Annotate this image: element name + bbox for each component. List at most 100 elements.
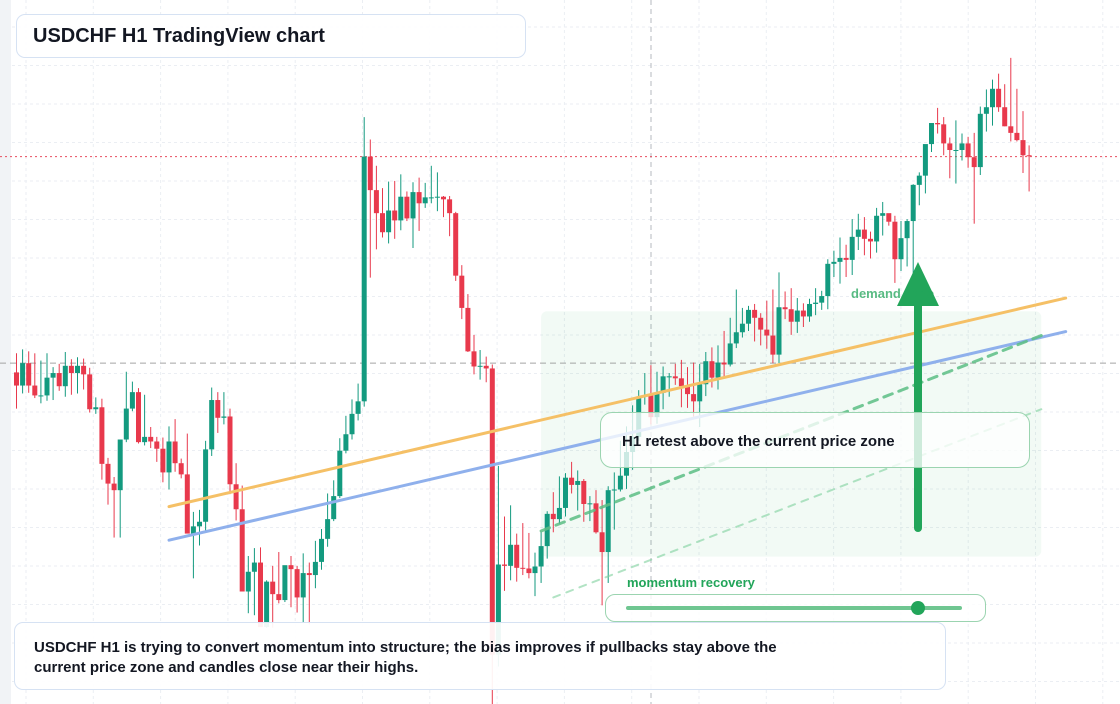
candle-body (26, 363, 32, 386)
candle-body (935, 123, 941, 125)
candle-body (38, 395, 44, 397)
candle-body (508, 544, 514, 566)
candle-body (14, 372, 19, 386)
title-panel: USDCHF H1 TradingView chart (16, 14, 526, 58)
candle-body (605, 490, 611, 553)
candle-body (1020, 140, 1026, 156)
candle-body (465, 307, 471, 352)
candle-body (434, 196, 440, 198)
candle-body (312, 561, 318, 576)
candle-body (721, 362, 727, 365)
candle-body (800, 310, 806, 317)
candle-body (282, 565, 288, 601)
candle-body (855, 229, 861, 237)
candle-body (184, 474, 190, 534)
candle-body (227, 416, 233, 485)
callout-panel: H1 retest above the current price zone (600, 412, 1030, 468)
demand-zone-label: demand zone (851, 286, 935, 301)
candle-body (672, 376, 678, 379)
candle-body (111, 483, 117, 491)
candle-body (617, 475, 623, 490)
momentum-track (626, 606, 962, 610)
candle-body (355, 401, 361, 414)
candle-body (697, 384, 703, 402)
candle-body (209, 400, 215, 450)
candle-body (483, 365, 489, 369)
candle-body (349, 413, 355, 435)
candle-body (758, 317, 764, 330)
candle-body (264, 581, 270, 628)
chart-title: USDCHF H1 TradingView chart (33, 25, 325, 47)
candle-body (337, 450, 343, 497)
candle-body (611, 489, 617, 491)
candle-body (398, 196, 404, 221)
candle-body (532, 566, 538, 574)
candle-body (904, 221, 910, 239)
candle-body (514, 544, 520, 568)
candle-body (172, 441, 178, 464)
candle-body (447, 199, 453, 214)
candle-body (575, 480, 581, 485)
candle-body (550, 513, 556, 520)
candle-body (794, 310, 800, 322)
candle-body (929, 123, 934, 145)
trendline-3 (539, 334, 1043, 533)
candle-body (587, 503, 593, 505)
candle-body (367, 156, 373, 191)
candle-body (874, 215, 880, 242)
candle-body (44, 377, 50, 396)
candle-body (666, 376, 672, 378)
candle-body (68, 365, 74, 374)
callout-text: H1 retest above the current price zone (622, 433, 895, 450)
candle-body (495, 564, 501, 655)
candle-body (1008, 126, 1014, 133)
candle-body (538, 546, 544, 567)
candle-body (502, 564, 507, 566)
candle-body (886, 213, 892, 222)
candle-body (221, 416, 227, 418)
candle-body (709, 361, 715, 378)
candle-body (373, 190, 379, 214)
candle-body (81, 365, 87, 375)
candle-body (160, 448, 166, 473)
candle-body (251, 562, 257, 572)
candle-body (819, 296, 825, 303)
candle-body (910, 184, 916, 222)
candle-body (422, 197, 428, 204)
candle-body (203, 449, 209, 522)
candle-body (32, 385, 38, 396)
candle-body (654, 392, 660, 418)
candle-body (868, 238, 873, 242)
candle-body (105, 463, 111, 484)
momentum-knob[interactable] (911, 601, 926, 615)
candle-body (733, 332, 739, 344)
candle-body (428, 197, 434, 199)
candle-body (556, 507, 562, 520)
candle-body (685, 386, 690, 395)
candle-body (477, 365, 483, 367)
candle-body (837, 257, 843, 262)
candle-body (148, 436, 154, 442)
candle-body (526, 568, 532, 574)
candle-body (410, 192, 416, 219)
candle-body (300, 573, 306, 598)
candle-body (392, 210, 398, 221)
candle-body (849, 236, 855, 260)
candle-body (880, 213, 886, 216)
candle-body (93, 407, 99, 410)
candle-body (983, 107, 989, 114)
candle-body (959, 143, 965, 150)
candle-body (215, 400, 221, 418)
candle-body (1014, 132, 1020, 141)
candle-body (380, 213, 385, 233)
candle-body (971, 157, 977, 168)
candle-body (50, 373, 56, 378)
candle-body (752, 309, 758, 318)
candle-body (739, 323, 745, 333)
candle-body (190, 526, 196, 534)
candle-body (563, 477, 568, 508)
candle-body (258, 562, 263, 628)
candle-body (306, 573, 312, 576)
candle-body (892, 221, 898, 260)
candle-body (294, 569, 300, 598)
